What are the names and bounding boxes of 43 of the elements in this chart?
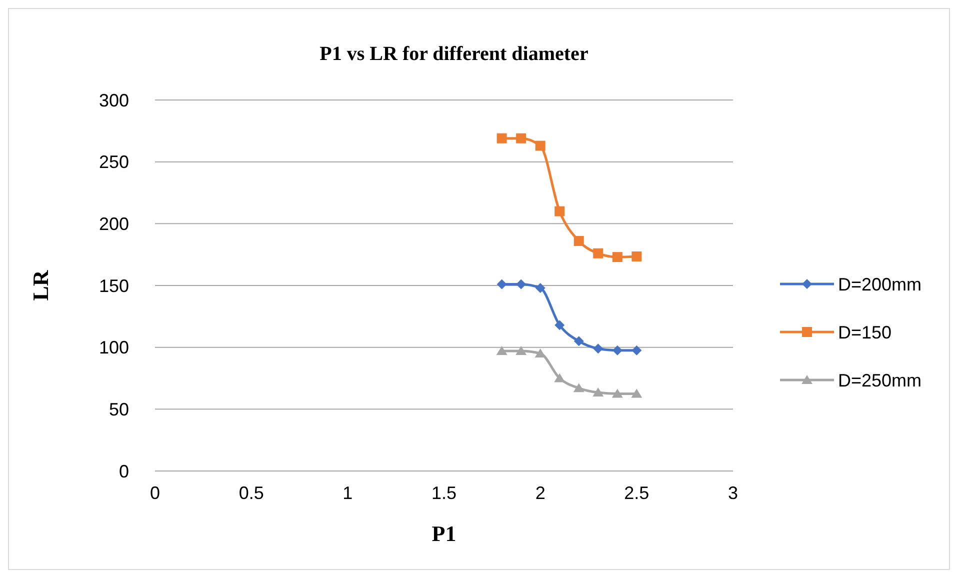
point [573,383,584,392]
y-tick-label: 0 [118,461,129,482]
x-tick-label: 2 [535,483,546,503]
point [535,140,546,151]
x-tick-label: 2.5 [624,483,650,503]
y-tick-label: 200 [98,214,129,234]
point [554,320,565,330]
point [496,279,507,290]
point [593,248,604,258]
legend-label: D=250mm [838,370,922,390]
point [612,388,623,398]
point [554,373,566,382]
y-tick-label: 150 [98,276,129,296]
point [574,336,584,346]
point [554,206,565,216]
point [496,346,508,356]
point [516,133,526,144]
point [612,252,622,262]
legend-label: D=150 [838,322,892,342]
x-tick-label: 0 [150,483,160,503]
x-tick-label: 0.5 [238,483,264,503]
point [574,236,584,246]
x-tick-label: 1.5 [431,483,457,503]
point [632,345,642,356]
point [612,345,622,356]
y-tick-label: 250 [98,152,129,172]
y-axis-title: LR [28,269,53,301]
x-tick-label: 1 [342,483,353,503]
point [535,282,546,293]
point [496,133,507,144]
y-tick-label: 100 [98,338,129,358]
point [516,346,527,356]
point [593,344,604,354]
legend-label: D=200mm [838,274,922,294]
point [516,279,526,290]
x-axis-title: P1 [432,521,456,546]
point [632,251,642,262]
x-tick-label: 3 [728,483,738,503]
y-tick-label: 300 [98,90,129,110]
y-tick-label: 50 [108,399,129,420]
point [592,387,604,396]
point [631,388,642,398]
chart-title: P1 vs LR for different diameter [320,43,588,65]
